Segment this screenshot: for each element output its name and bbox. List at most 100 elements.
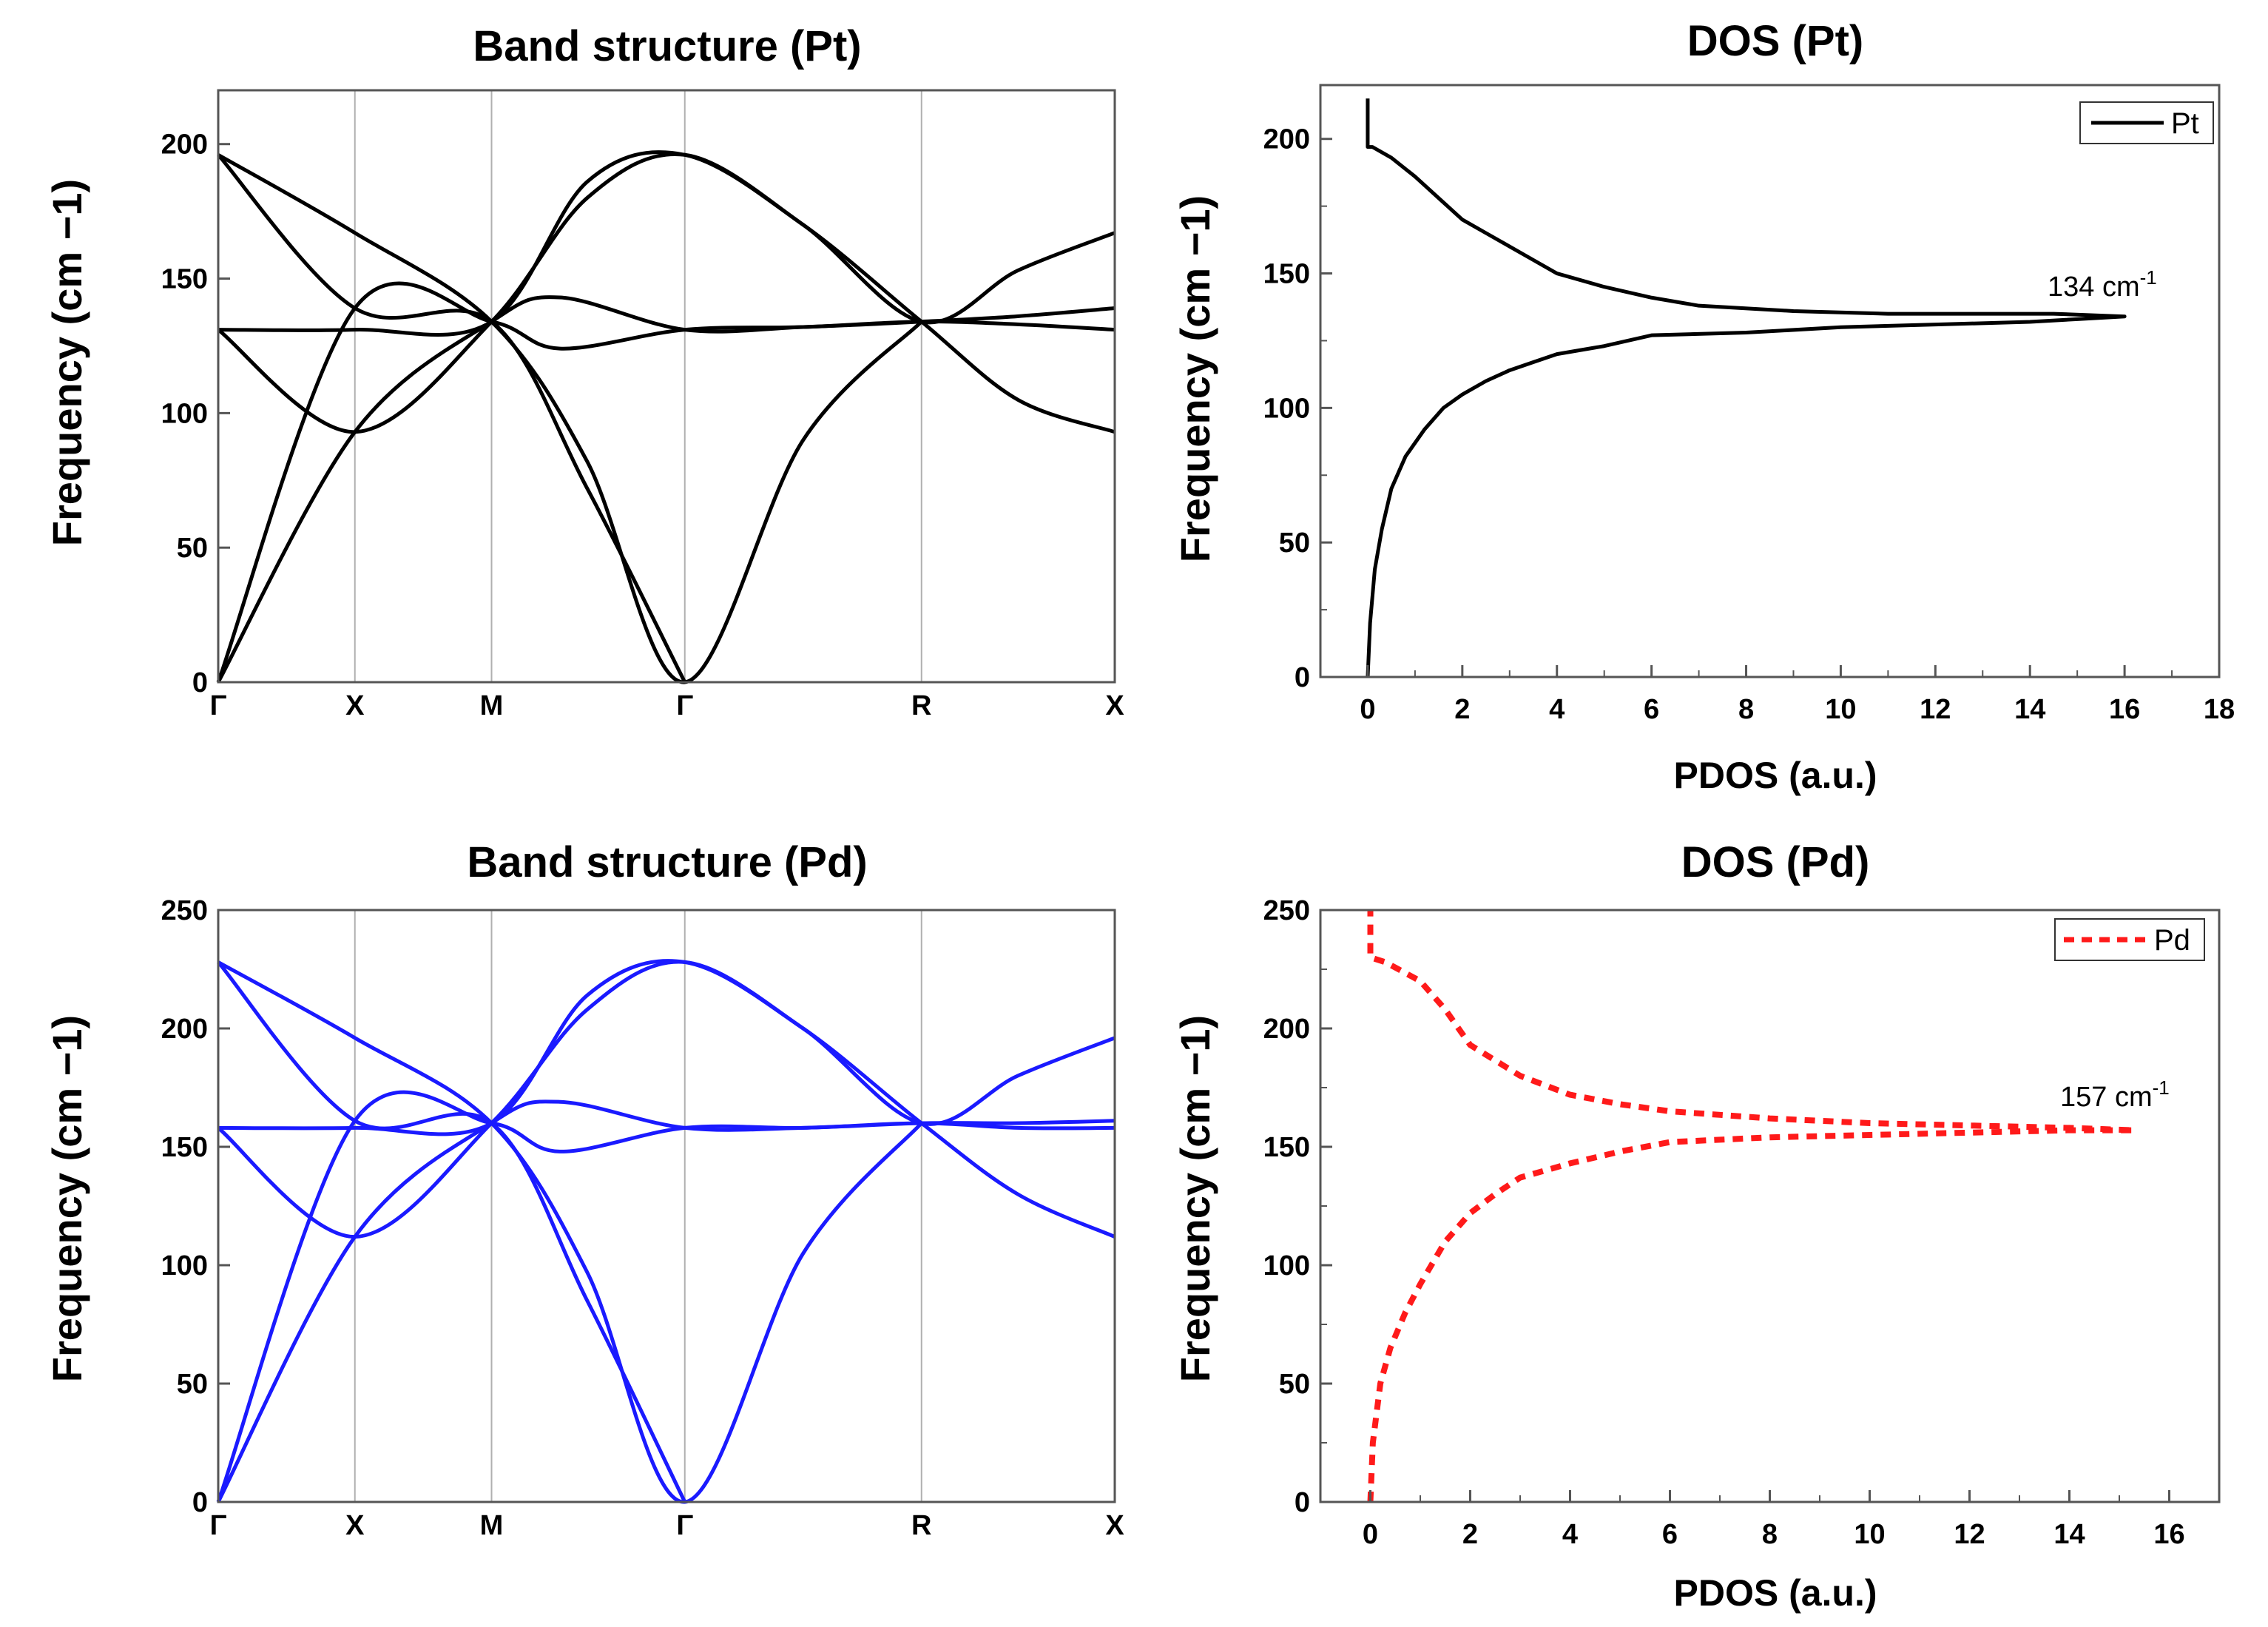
dos-pt-xlabel: PDOS (a.u.) — [1673, 755, 1877, 796]
ytick-label-50: 50 — [1279, 528, 1310, 559]
xtick-label-14: 14 — [2053, 1519, 2085, 1550]
band-pt-plot-area — [217, 89, 1116, 684]
band-pd-branches — [216, 959, 1116, 1504]
band-branch-5 — [217, 153, 923, 684]
ytick-label-200: 200 — [161, 1014, 208, 1045]
kpoint-label-1: X — [345, 690, 365, 721]
dos-pt-legend: Pt — [2079, 101, 2214, 144]
kpoint-label-5: X — [1105, 690, 1124, 721]
kpoint-label-4: R — [911, 690, 931, 721]
dos-pd-peak-value: 157 cm — [2060, 1082, 2153, 1113]
ytick-label-100: 100 — [161, 398, 208, 429]
band-branch-6 — [217, 960, 687, 1503]
xtick-label-18: 18 — [2204, 694, 2235, 725]
ytick-label-150: 150 — [161, 1132, 208, 1163]
dos-pt-ylabel: Frequency (cm −1) — [1172, 195, 1218, 562]
ytick-label-200: 200 — [161, 129, 208, 161]
ytick-label-150: 150 — [161, 264, 208, 295]
dos-pt-x-axis: 0 2 4 6 8 10 12 14 16 18 — [1320, 665, 2235, 725]
band-branch-6 — [217, 153, 686, 684]
ytick-label-250: 250 — [1263, 895, 1310, 926]
band-pt-ylabel: Frequency (cm −1) — [44, 179, 90, 546]
ytick-label-100: 100 — [1263, 393, 1310, 424]
dos-pd-xlabel: PDOS (a.u.) — [1673, 1572, 1877, 1614]
ytick-label-50: 50 — [177, 1369, 208, 1400]
xtick-label-16: 16 — [2109, 694, 2140, 725]
band-pd-y-axis: 0 50 100 150 200 250 — [161, 895, 230, 1518]
dos-pt-curve-group — [1366, 98, 2127, 678]
ytick-label-0: 0 — [1295, 662, 1310, 693]
band-pd-plot-area — [217, 909, 1116, 1503]
dos-pd-x-axis: 0 2 4 6 8 10 12 14 16 — [1320, 1490, 2220, 1550]
xtick-label-10: 10 — [1854, 1519, 1885, 1550]
band-branch-1 — [216, 1099, 1116, 1503]
dos-pd-ylabel: Frequency (cm −1) — [1172, 1015, 1218, 1382]
xtick-label-6: 6 — [1644, 694, 1659, 725]
dos-pd-peak-annotation: 157 cm-1 — [2060, 1077, 2170, 1113]
ytick-label-50: 50 — [1279, 1369, 1310, 1400]
ytick-label-0: 0 — [192, 667, 208, 698]
xtick-label-16: 16 — [2153, 1519, 2184, 1550]
ytick-label-150: 150 — [1263, 1132, 1310, 1163]
dos-curve-Pt — [1366, 98, 2127, 678]
dos-pt-panel: DOS (Pt) Frequency (cm −1) PDOS (a.u.) 0… — [1172, 17, 2235, 796]
dos-pt-y-axis: 0 50 100 150 200 — [1263, 124, 1332, 693]
band-branch-1 — [216, 295, 1116, 684]
xtick-label-0: 0 — [1363, 1519, 1378, 1550]
band-pd-title: Band structure (Pd) — [467, 838, 867, 886]
dos-pd-title: DOS (Pd) — [1681, 838, 1870, 886]
dos-pd-panel: DOS (Pd) Frequency (cm −1) PDOS (a.u.) 0… — [1172, 838, 2221, 1614]
xtick-label-6: 6 — [1662, 1519, 1678, 1550]
kpoint-label-3: Γ — [676, 1510, 693, 1541]
kpoint-label-2: M — [480, 1510, 504, 1541]
dos-pd-legend-box — [2054, 918, 2205, 961]
dos-pd-curve-group — [1367, 910, 2138, 1503]
kpoint-label-0: Γ — [210, 1510, 227, 1541]
ytick-label-0: 0 — [192, 1487, 208, 1518]
xtick-label-10: 10 — [1825, 694, 1856, 725]
dos-pd-peak-unit-exp: -1 — [2153, 1077, 2170, 1099]
band-branch-3 — [217, 960, 1116, 1239]
xtick-label-4: 4 — [1562, 1519, 1578, 1550]
dos-pt-legend-label: Pt — [2171, 107, 2199, 140]
dos-pd-legend-label: Pd — [2154, 924, 2190, 957]
ytick-label-50: 50 — [177, 533, 208, 564]
band-branch-5 — [217, 960, 923, 1504]
band-pt-kpoint-lines — [354, 90, 922, 682]
kpoint-label-0: Γ — [210, 690, 227, 721]
ytick-label-200: 200 — [1263, 1014, 1310, 1045]
dos-pt-title: DOS (Pt) — [1687, 17, 1863, 65]
xtick-label-8: 8 — [1762, 1519, 1778, 1550]
ytick-label-250: 250 — [161, 895, 208, 926]
band-pd-ylabel: Frequency (cm −1) — [44, 1015, 90, 1382]
dos-pt-peak-unit-exp: -1 — [2140, 266, 2157, 289]
kpoint-label-2: M — [480, 690, 504, 721]
xtick-label-12: 12 — [1920, 694, 1951, 725]
xtick-label-14: 14 — [2014, 694, 2045, 725]
dos-curve-Pd — [1367, 910, 2138, 1503]
xtick-label-12: 12 — [1954, 1519, 1985, 1550]
xtick-label-4: 4 — [1549, 694, 1565, 725]
dos-pd-legend: Pd — [2054, 918, 2205, 961]
band-structure-pt-panel: Band structure (Pt) Frequency (cm −1) 0 5… — [44, 22, 1124, 721]
dos-pt-peak-value: 134 cm — [2048, 272, 2140, 303]
ytick-label-0: 0 — [1295, 1487, 1310, 1518]
kpoint-label-5: X — [1105, 1510, 1124, 1541]
band-pt-branches — [216, 150, 1116, 684]
band-branch-2 — [216, 281, 1116, 683]
ytick-label-100: 100 — [1263, 1250, 1310, 1281]
band-structure-pd-panel: Band structure (Pd) Frequency (cm −1) 0 5… — [44, 838, 1124, 1541]
kpoint-label-4: R — [911, 1510, 931, 1541]
band-branch-2 — [216, 1090, 1116, 1503]
dos-pt-peak-annotation: 134 cm-1 — [2048, 266, 2157, 303]
xtick-label-0: 0 — [1360, 694, 1375, 725]
xtick-label-2: 2 — [1462, 1519, 1478, 1550]
dos-pd-y-axis: 0 50 100 150 200 250 — [1263, 895, 1332, 1518]
band-pt-y-axis: 0 50 100 150 200 — [161, 129, 230, 698]
ytick-label-200: 200 — [1263, 124, 1310, 155]
band-branch-3 — [217, 152, 1116, 434]
kpoint-label-3: Γ — [676, 690, 693, 721]
